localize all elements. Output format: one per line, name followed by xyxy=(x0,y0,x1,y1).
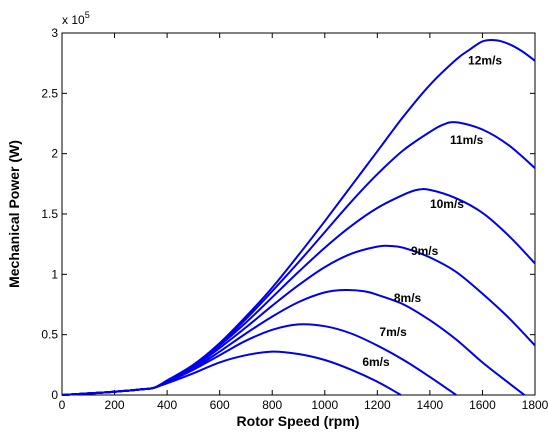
series-label-10m-s: 10m/s xyxy=(430,197,464,211)
series-label-6m-s: 6m/s xyxy=(362,355,390,369)
series-line-12m-s xyxy=(61,38,536,396)
x-axis-label: Rotor Speed (rpm) xyxy=(237,413,360,429)
x-tick-label: 800 xyxy=(262,398,282,412)
series-lines xyxy=(61,38,536,396)
x-tick-label: 1200 xyxy=(364,398,391,412)
series-label-11m-s: 11m/s xyxy=(450,133,484,147)
series-label-8m-s: 8m/s xyxy=(394,291,422,305)
y-tick-label: 2 xyxy=(51,147,58,161)
x-tick-label: 600 xyxy=(210,398,230,412)
x-tick-label: 1000 xyxy=(311,398,338,412)
y-tick-label: 2.5 xyxy=(41,86,58,100)
y-tick-label: 3 xyxy=(51,26,58,40)
y-tick-label: 0 xyxy=(51,388,58,402)
y-tick-label: 0.5 xyxy=(41,328,58,342)
x-tick-label: 0 xyxy=(59,398,66,412)
y-multiplier-exp: 5 xyxy=(85,10,90,20)
x-tick-label: 400 xyxy=(157,398,177,412)
series-labels: 6m/s 7m/s 8m/s 9m/s 10m/s 11m/s 12m/s xyxy=(362,53,502,369)
y-tick-label: 1.5 xyxy=(41,207,58,221)
x-tick-label: 200 xyxy=(105,398,125,412)
y-multiplier-base: x 10 xyxy=(62,13,85,27)
series-label-7m-s: 7m/s xyxy=(379,325,407,339)
y-multiplier-label: x 105 xyxy=(62,10,90,27)
y-axis-label: Mechanical Power (W) xyxy=(6,140,22,288)
x-tick-label: 1800 xyxy=(522,398,548,412)
y-tick-label: 1 xyxy=(51,267,58,281)
series-label-12m-s: 12m/s xyxy=(468,53,502,67)
x-tick-label: 1600 xyxy=(469,398,496,412)
x-tick-label: 1400 xyxy=(417,398,444,412)
series-label-9m-s: 9m/s xyxy=(411,244,439,258)
plot-area xyxy=(61,32,536,396)
axis-ticks: 0 200 400 600 800 1000 1200 1400 1600 1800 0 0.5 1 1.… xyxy=(41,26,548,412)
